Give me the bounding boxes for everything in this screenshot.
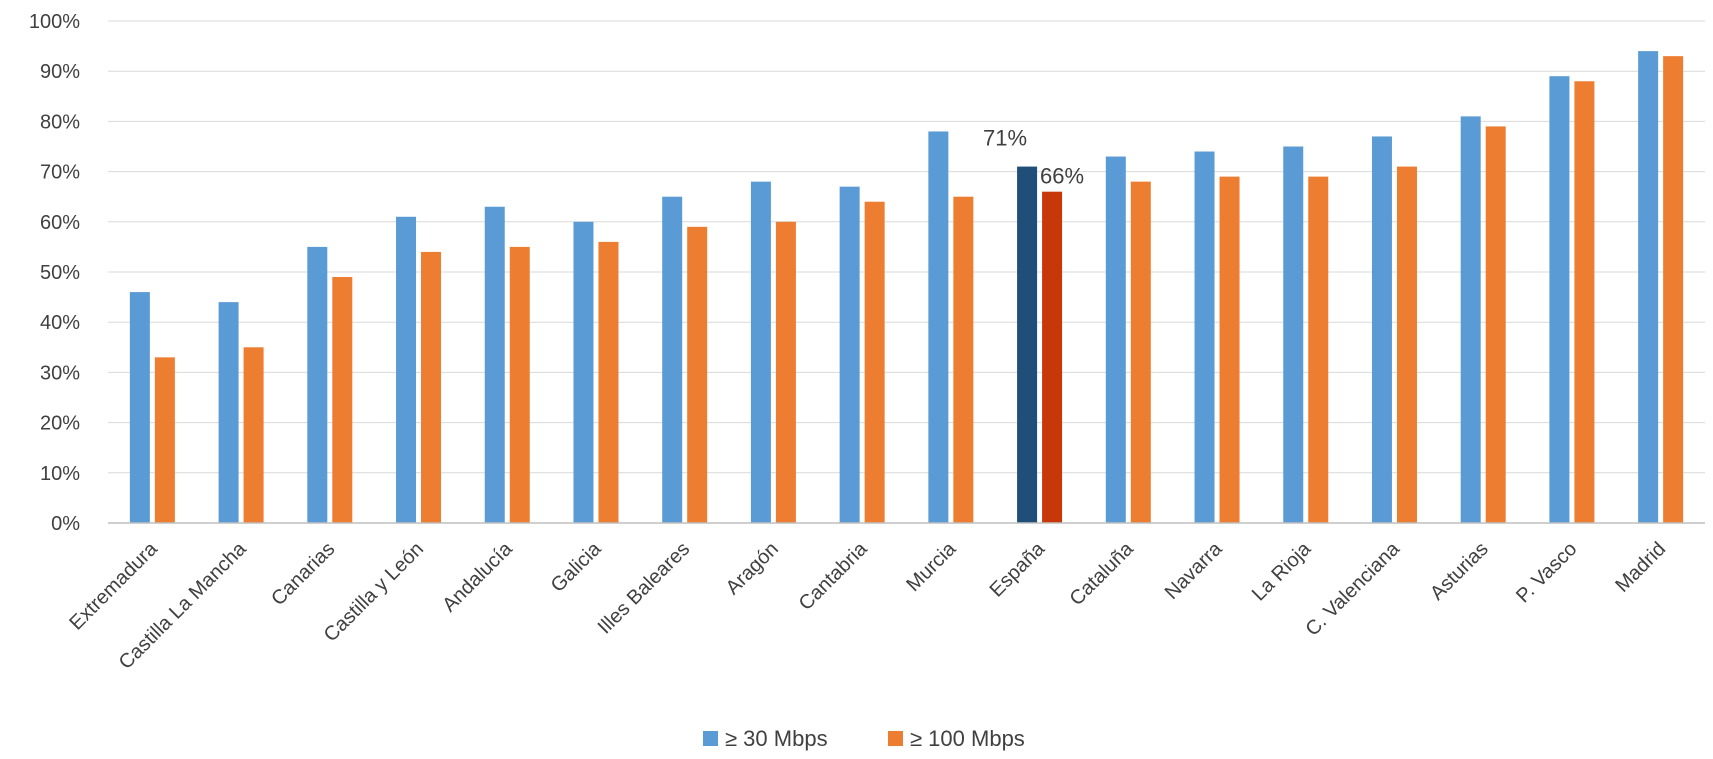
gridlines xyxy=(108,20,1705,474)
x-category-label: Extremadura xyxy=(65,537,162,634)
bar-100mbps xyxy=(509,246,530,523)
bar-100mbps xyxy=(1574,81,1595,524)
data-label: 71% xyxy=(983,126,1027,151)
x-category-label: La Rioja xyxy=(1248,537,1316,605)
bar-30mbps xyxy=(928,131,949,523)
bar-100mbps xyxy=(864,201,885,523)
y-axis-tick-labels: 0% 10% 20% 30% 40% 50% 60% 70% 80% 90% 100% xyxy=(29,11,80,535)
y-tick-label: 90% xyxy=(40,61,80,83)
x-category-label: España xyxy=(986,537,1050,601)
bar-100mbps xyxy=(154,357,175,523)
x-category-label: C. Valenciana xyxy=(1301,537,1404,640)
x-category-label: P. Vasco xyxy=(1512,538,1581,607)
y-tick-label: 0% xyxy=(51,513,80,535)
x-category-label: Navarra xyxy=(1161,537,1227,603)
bar-100mbps xyxy=(421,251,442,524)
x-category-label: Murcia xyxy=(902,537,961,596)
legend: ≥ 30 Mbps ≥ 100 Mbps xyxy=(703,726,1025,751)
bar-30mbps xyxy=(218,302,239,523)
bar-30mbps xyxy=(1638,51,1659,524)
bar-100mbps xyxy=(1663,56,1684,523)
bar-100mbps xyxy=(598,241,619,523)
bar-100mbps xyxy=(1396,166,1417,523)
bar-30mbps xyxy=(662,196,683,523)
bar-30mbps xyxy=(1283,146,1304,523)
bar-100mbps xyxy=(1308,176,1329,523)
bar-100mbps xyxy=(243,347,264,523)
legend-swatch xyxy=(703,731,718,746)
y-tick-label: 100% xyxy=(29,11,80,33)
legend-label: ≥ 30 Mbps xyxy=(725,726,828,751)
y-tick-label: 70% xyxy=(40,162,80,184)
bar-100mbps xyxy=(687,226,708,523)
x-category-label: Andalucía xyxy=(438,537,517,616)
bar-30mbps xyxy=(1194,151,1215,523)
bar-30mbps xyxy=(839,186,860,523)
bar-30mbps xyxy=(484,206,505,524)
legend-swatch xyxy=(888,731,903,746)
x-category-label: Galicia xyxy=(547,537,606,596)
legend-label: ≥ 100 Mbps xyxy=(910,726,1025,751)
bar-100mbps xyxy=(1130,181,1151,523)
x-category-label: Madrid xyxy=(1611,538,1670,597)
y-tick-label: 40% xyxy=(40,312,80,334)
bar-30mbps xyxy=(1017,166,1038,523)
y-tick-label: 10% xyxy=(40,463,80,485)
y-tick-label: 80% xyxy=(40,111,80,133)
bar-30mbps xyxy=(129,292,150,523)
x-category-label: Illes Baleares xyxy=(594,538,694,638)
bar-100mbps xyxy=(1485,126,1506,524)
bar-100mbps xyxy=(332,277,353,523)
bar-30mbps xyxy=(573,221,594,524)
bar-30mbps xyxy=(1371,136,1392,523)
y-tick-label: 20% xyxy=(40,413,80,435)
bar-100mbps xyxy=(775,221,796,524)
y-tick-label: 60% xyxy=(40,212,80,234)
bar-30mbps xyxy=(750,181,771,523)
x-category-label: Cataluña xyxy=(1066,537,1139,610)
data-label: 66% xyxy=(1040,164,1084,189)
bar-30mbps xyxy=(1549,76,1570,523)
x-category-label: Cantabria xyxy=(795,537,872,614)
bar-30mbps xyxy=(1460,116,1481,523)
bar-100mbps xyxy=(1219,176,1240,523)
x-category-label: Asturias xyxy=(1426,538,1493,605)
bar-100mbps xyxy=(953,196,974,523)
bar-30mbps xyxy=(1105,156,1126,524)
x-category-label: Canarias xyxy=(267,538,339,610)
bar-100mbps xyxy=(1042,191,1063,523)
data-labels: 71% 66% xyxy=(983,126,1084,189)
x-category-label: Aragón xyxy=(722,538,783,599)
bar-30mbps xyxy=(307,246,328,523)
y-tick-label: 30% xyxy=(40,362,80,384)
bar-30mbps xyxy=(396,216,417,523)
bars xyxy=(129,51,1684,524)
y-tick-label: 50% xyxy=(40,262,80,284)
